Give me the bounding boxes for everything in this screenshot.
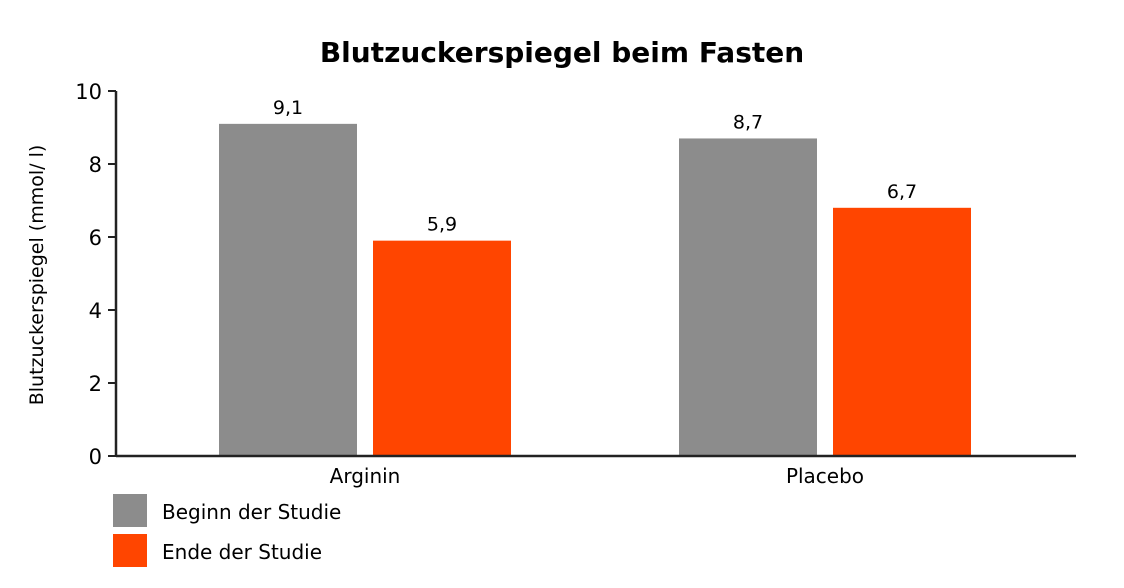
y-tick-label: 0 [89,445,102,469]
bar-placebo-ende [833,207,971,456]
x-tick-label: Arginin [330,464,401,488]
legend-swatch [113,534,147,567]
y-tick-label: 2 [89,372,102,396]
data-label: 5,9 [427,214,457,236]
data-label: 9,1 [273,97,303,119]
data-label: 6,7 [887,181,917,203]
y-tick-label: 4 [89,299,102,323]
y-axis-label: Blutzuckerspiegel (mmol/ l) [26,145,48,406]
y-tick-label: 8 [89,153,102,177]
y-tick-label: 10 [75,80,102,104]
legend-swatch [113,494,147,527]
bar-arginin-ende [373,240,511,456]
axes: 0 2 4 6 8 10 [75,80,118,469]
data-label: 8,7 [733,111,763,133]
bars-group: 9,1 5,9 Arginin 8,7 6,7 Placebo [116,97,1076,488]
bar-arginin-beginn [219,123,357,456]
legend: Beginn der Studie Ende der Studie [113,494,341,567]
y-tick-label: 6 [89,226,102,250]
x-tick-label: Placebo [786,464,864,488]
legend-label: Ende der Studie [162,540,322,564]
bar-placebo-beginn [679,138,817,456]
chart-title: Blutzuckerspiegel beim Fasten [320,36,804,69]
legend-label: Beginn der Studie [162,500,341,524]
